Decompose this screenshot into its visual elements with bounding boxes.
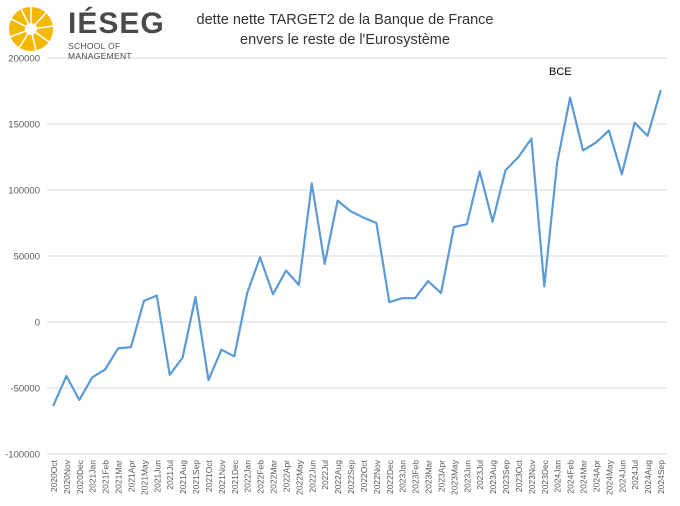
- y-axis-ticks: -100000 -50000 0 50000 100000 150000 200000: [5, 54, 40, 461]
- x-tick-label: 2023Sep: [501, 460, 511, 494]
- chart-title-line1: dette nette TARGET2 de la Banque de Fran…: [196, 12, 494, 28]
- x-tick-label: 2023Dec: [540, 459, 550, 494]
- brand-text: IÉSEG SCHOOL OF MANAGEMENT: [68, 7, 166, 62]
- x-tick-label: 2021Apr: [126, 460, 136, 492]
- x-tick-label: 2022Apr: [281, 460, 291, 492]
- x-tick-label: 2024May: [604, 459, 614, 495]
- x-tick-label: 2021Oct: [204, 459, 214, 492]
- x-tick-label: 2024Jan: [553, 460, 563, 493]
- x-tick-label: 2021Jan: [88, 460, 98, 493]
- x-tick-label: 2022Sep: [346, 460, 356, 494]
- x-tick-label: 2024Jun: [617, 460, 627, 493]
- y-tick-label: 50000: [14, 252, 40, 263]
- x-tick-label: 2022May: [294, 459, 304, 495]
- y-tick-label: -50000: [10, 384, 40, 395]
- x-tick-label: 2024Mar: [579, 460, 589, 494]
- x-tick-label: 2020Oct: [49, 459, 59, 492]
- x-tick-label: 2023Mar: [424, 460, 434, 494]
- x-tick-label: 2023Jan: [398, 460, 408, 493]
- x-tick-label: 2022Dec: [385, 459, 395, 494]
- x-tick-label: 2022Nov: [372, 459, 382, 494]
- x-tick-label: 2023Feb: [411, 460, 421, 494]
- x-tick-label: 2024Apr: [591, 460, 601, 492]
- x-tick-label: 2022Jul: [320, 460, 330, 490]
- y-tick-label: -100000: [5, 450, 40, 461]
- series-points: [53, 90, 661, 406]
- x-tick-label: 2024Aug: [643, 460, 653, 494]
- x-tick-label: 2021May: [139, 459, 149, 495]
- x-tick-label: 2021Jul: [165, 460, 175, 490]
- chart-title: dette nette TARGET2 de la Banque de Fran…: [180, 10, 510, 50]
- x-tick-label: 2021Nov: [217, 459, 227, 494]
- x-tick-label: 2024Jul: [630, 460, 640, 490]
- y-tick-label: 200000: [8, 54, 40, 65]
- x-tick-label: 2021Aug: [178, 460, 188, 494]
- x-tick-label: 2021Feb: [101, 460, 111, 494]
- y-tick-label: 150000: [8, 120, 40, 131]
- y-tick-label: 100000: [8, 186, 40, 197]
- x-tick-label: 2023May: [449, 459, 459, 495]
- x-tick-label: 2022Oct: [359, 459, 369, 492]
- gridlines: [47, 57, 667, 455]
- ieseg-logo: IÉSEG SCHOOL OF MANAGEMENT: [6, 4, 166, 61]
- x-axis-ticks: 2020Oct 2020Nov 2020Dec 2021Jan 2021Feb 2021M…: [49, 459, 666, 495]
- bce-annotation: BCE: [549, 66, 572, 78]
- series-line: [52, 89, 662, 407]
- x-tick-label: 2023Jun: [462, 460, 472, 493]
- x-tick-label: 2023Jul: [475, 460, 485, 490]
- x-tick-label: 2020Dec: [75, 459, 85, 494]
- y-tick-label: 0: [35, 318, 40, 329]
- x-tick-label: 2021Sep: [191, 460, 201, 494]
- x-tick-label: 2022Jan: [243, 460, 253, 493]
- x-tick-label: 2023Oct: [514, 459, 524, 492]
- brand-name: IÉSEG: [68, 7, 165, 40]
- x-tick-label: 2024Feb: [566, 460, 576, 494]
- x-tick-label: 2024Sep: [656, 460, 666, 494]
- x-tick-label: 2022Mar: [269, 460, 279, 494]
- sun-logo-icon: [9, 7, 54, 52]
- chart-title-line2: envers le reste de l'Eurosystème: [240, 32, 450, 48]
- x-tick-label: 2021Mar: [114, 460, 124, 494]
- x-tick-label: 2023Nov: [527, 459, 537, 494]
- x-tick-label: 2023Apr: [436, 460, 446, 492]
- x-tick-label: 2022Aug: [333, 460, 343, 494]
- x-tick-label: 2021Dec: [230, 459, 240, 494]
- x-tick-label: 2022Jun: [307, 460, 317, 493]
- x-tick-label: 2020Nov: [62, 459, 72, 494]
- brand-tagline: SCHOOL OF MANAGEMENT: [68, 41, 132, 61]
- x-tick-label: 2022Feb: [256, 460, 266, 494]
- x-tick-label: 2023Aug: [488, 460, 498, 494]
- x-tick-label: 2021Jun: [152, 460, 162, 493]
